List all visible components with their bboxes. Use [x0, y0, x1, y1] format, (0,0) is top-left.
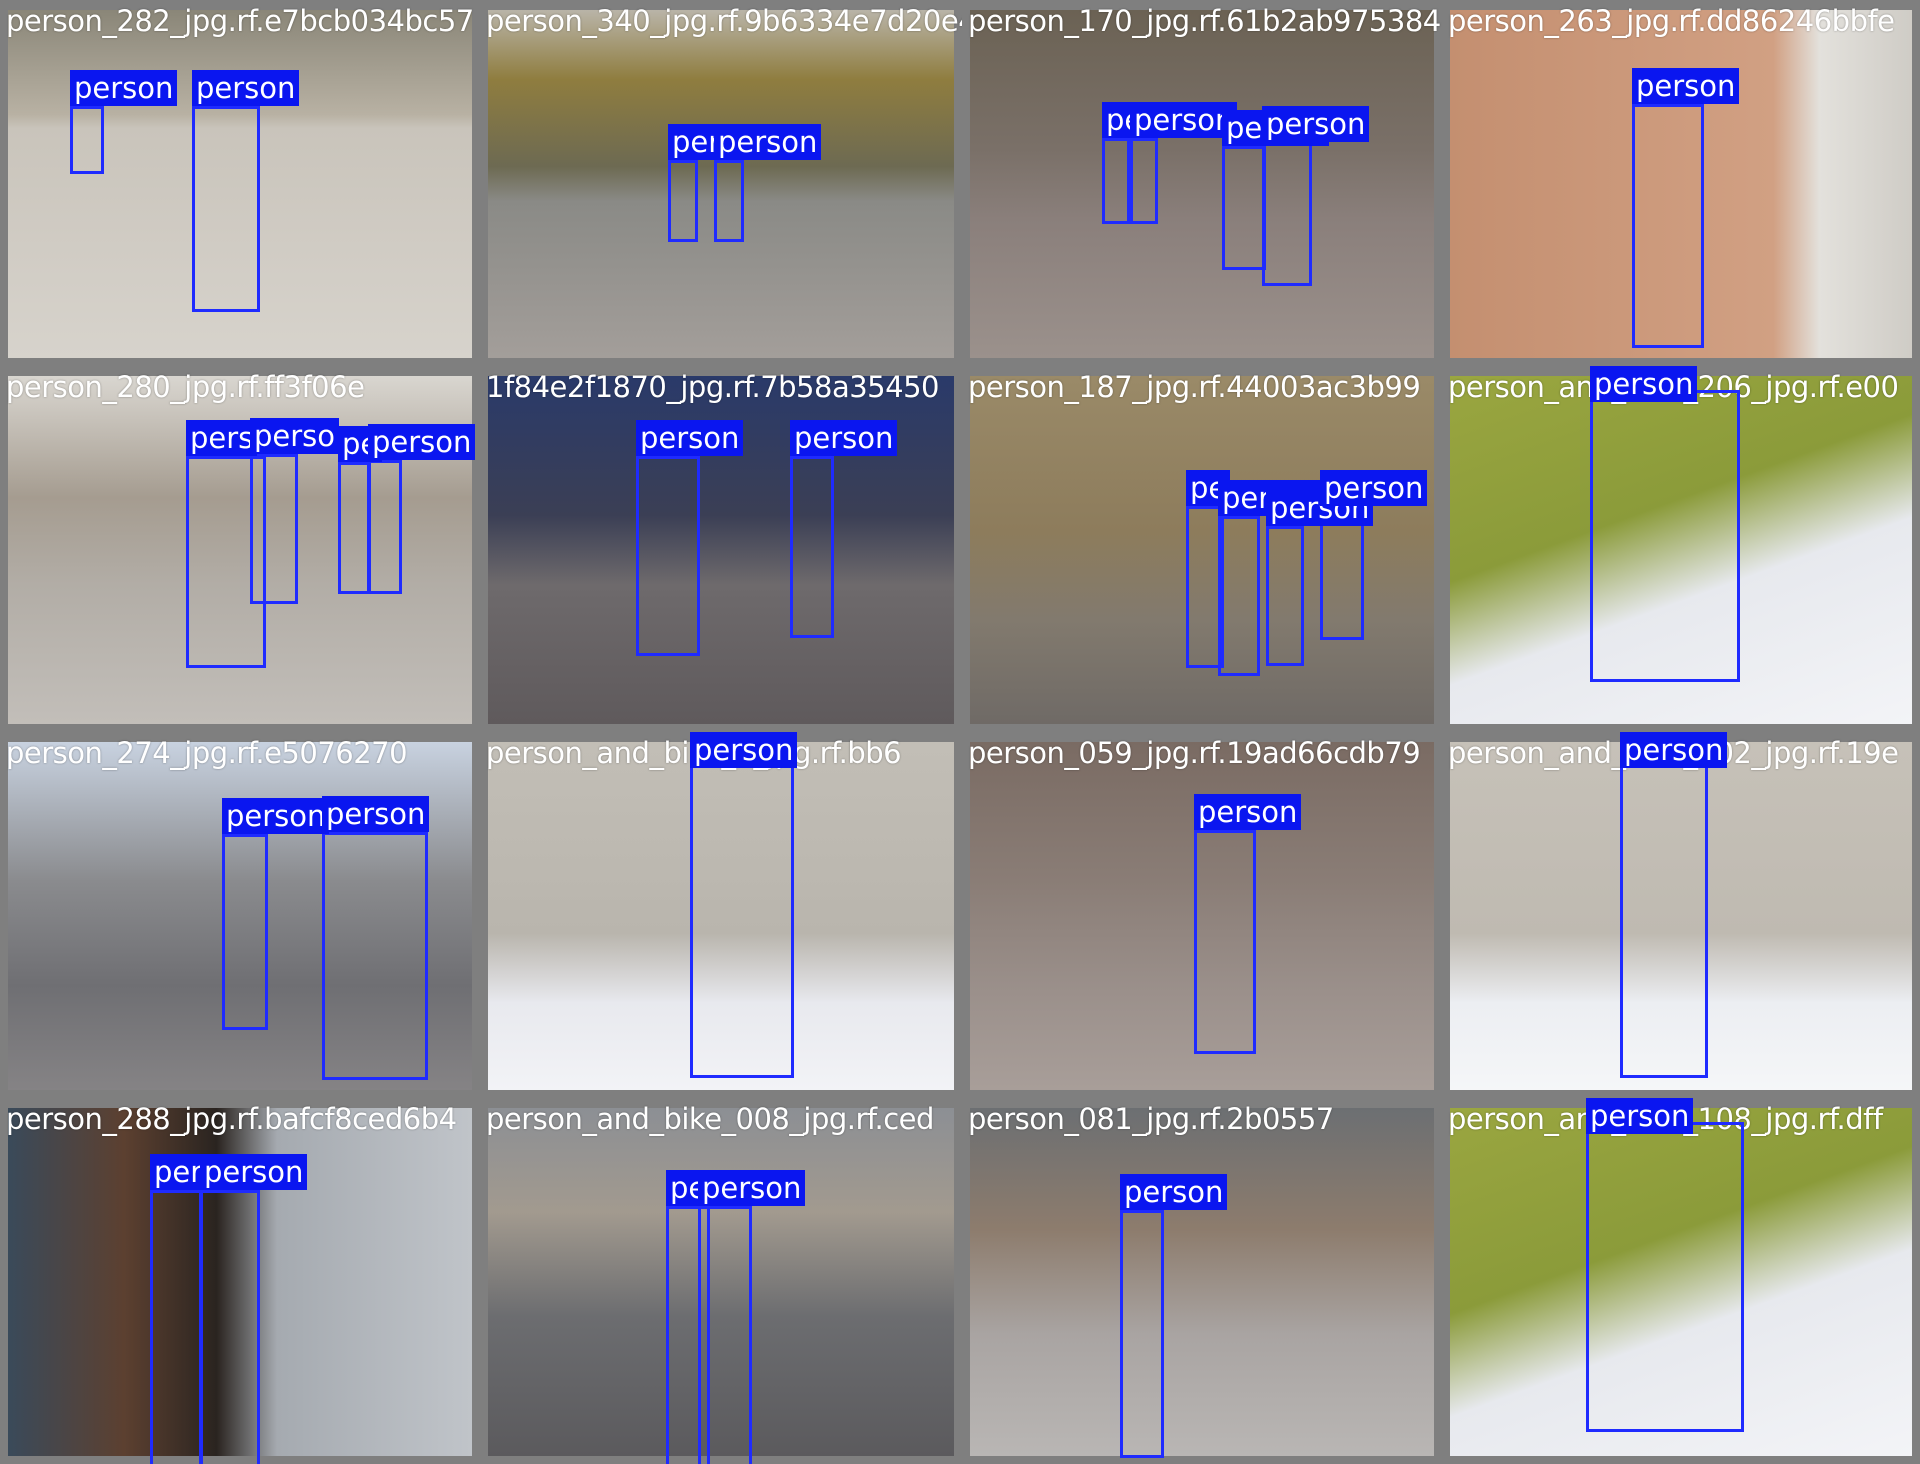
detection-box — [1262, 142, 1312, 286]
detection-label: person — [698, 1170, 806, 1206]
detection-label: person — [192, 70, 300, 106]
detection-box — [1194, 830, 1256, 1054]
detection-box — [1218, 516, 1260, 676]
detection-label: person — [636, 420, 744, 456]
image-tile: person_and_bike_008_jpg.rf.ced per person — [480, 1098, 962, 1464]
detection-box — [1590, 390, 1740, 682]
detection-label: person — [1632, 68, 1740, 104]
detection-label: person — [222, 798, 330, 834]
tile-photo — [1450, 376, 1912, 724]
detection-box — [1120, 1210, 1164, 1458]
tile-photo — [488, 742, 954, 1090]
tile-photo — [8, 10, 472, 358]
tile-photo — [970, 10, 1434, 358]
detection-box — [668, 160, 698, 242]
detection-box — [200, 1190, 260, 1464]
tile-photo — [488, 1108, 954, 1456]
tile-filename: person_059_jpg.rf.19ad66cdb79 — [968, 736, 1421, 770]
detection-box — [1266, 526, 1304, 666]
detection-label: person — [70, 70, 178, 106]
detection-box — [186, 456, 266, 668]
detection-label: per — [150, 1154, 207, 1190]
image-tile: person_280_jpg.rf.ff3f06e pers perso pe pers… — [0, 366, 480, 732]
detection-box — [636, 456, 700, 656]
image-tile: person_340_jpg.rf.9b6334e7d20e4 per person — [480, 0, 962, 366]
tile-photo — [1450, 1108, 1912, 1456]
detection-box — [322, 832, 428, 1080]
detection-label: person — [1120, 1174, 1228, 1210]
detection-box — [1222, 146, 1266, 270]
detection-label: person — [690, 732, 798, 768]
detection-box — [70, 106, 104, 174]
tile-photo — [488, 10, 954, 358]
tile-filename: person_and_bike_008_jpg.rf.ced — [486, 1102, 934, 1136]
tile-filename: 1f84e2f1870_jpg.rf.7b58a35450 — [486, 370, 939, 404]
image-tile: person_187_jpg.rf.44003ac3b99 pe person per… — [962, 366, 1442, 732]
tile-filename: person_170_jpg.rf.61b2ab975384 — [968, 4, 1441, 38]
detection-box — [192, 106, 260, 312]
tile-filename: person_263_jpg.rf.dd86246bbfe — [1448, 4, 1895, 38]
detection-box — [666, 1206, 710, 1464]
detection-label: person — [1194, 794, 1302, 830]
detection-label: person — [368, 424, 476, 460]
detection-box — [1130, 138, 1158, 224]
image-tile: person_and_bike_1_jpg.rf.bb6person — [480, 732, 962, 1098]
detection-box — [150, 1190, 202, 1464]
detection-box — [1586, 1122, 1744, 1432]
tile-filename: person_288_jpg.rf.bafcf8ced6b4 — [6, 1102, 457, 1136]
tile-filename: person_081_jpg.rf.2b0557 — [968, 1102, 1334, 1136]
image-tile: person_and_bike_206_jpg.rf.e00person — [1442, 366, 1920, 732]
detection-box — [1320, 506, 1364, 640]
detection-box — [250, 454, 298, 604]
tile-filename: person_340_jpg.rf.9b6334e7d20e4 — [486, 4, 962, 38]
detection-label: person — [322, 796, 430, 832]
detection-box — [714, 160, 744, 242]
detection-box — [1186, 506, 1224, 668]
detection-label: person — [714, 124, 822, 160]
detection-box — [790, 456, 834, 638]
detection-box — [222, 834, 268, 1030]
detection-box — [698, 1206, 752, 1464]
tile-photo — [970, 1108, 1434, 1456]
detection-label: person — [1130, 102, 1238, 138]
tile-filename: person_187_jpg.rf.44003ac3b99 — [968, 370, 1421, 404]
detection-box — [1632, 104, 1704, 348]
detection-label: person — [1590, 366, 1698, 402]
detection-label: person — [1262, 106, 1370, 142]
detection-box — [1102, 138, 1130, 224]
detection-label: person — [1586, 1098, 1694, 1134]
detection-box — [690, 756, 794, 1078]
image-tile: person_and_bike_102_jpg.rf.19eperson — [1442, 732, 1920, 1098]
detection-label: perso — [250, 418, 340, 454]
tile-filename: person_274_jpg.rf.e5076270 — [6, 736, 408, 770]
detection-box — [338, 462, 370, 594]
image-tile: person_and_bike_108_jpg.rf.dffperson — [1442, 1098, 1920, 1464]
detection-label: person — [1320, 470, 1428, 506]
detection-label: pers — [186, 420, 258, 456]
detection-box — [368, 460, 402, 594]
detection-label: person — [200, 1154, 308, 1190]
tile-filename: person_280_jpg.rf.ff3f06e — [6, 370, 365, 404]
detection-box — [1620, 762, 1708, 1078]
detection-label: person — [790, 420, 898, 456]
tile-filename: person_282_jpg.rf.e7bcb034bc57 — [6, 4, 474, 38]
tile-photo — [1450, 742, 1912, 1090]
detection-label: person — [1620, 732, 1728, 768]
